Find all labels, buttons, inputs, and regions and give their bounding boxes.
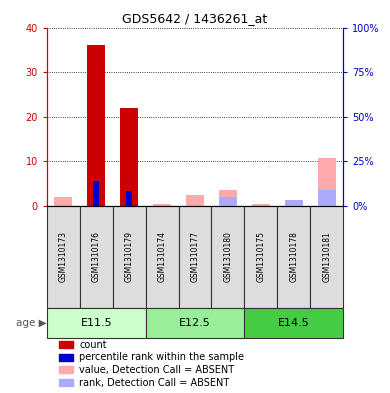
- Text: E11.5: E11.5: [80, 318, 112, 328]
- Text: percentile rank within the sample: percentile rank within the sample: [80, 352, 245, 362]
- Title: GDS5642 / 1436261_at: GDS5642 / 1436261_at: [122, 12, 268, 25]
- Bar: [277, 206, 310, 308]
- Bar: [58, 379, 73, 386]
- Text: GSM1310181: GSM1310181: [322, 231, 331, 282]
- Bar: [285, 200, 303, 206]
- Bar: [87, 45, 105, 206]
- Text: GSM1310175: GSM1310175: [256, 231, 265, 282]
- Bar: [153, 204, 171, 206]
- Text: age ▶: age ▶: [16, 318, 47, 328]
- Text: GSM1310179: GSM1310179: [125, 231, 134, 282]
- Bar: [186, 195, 204, 206]
- Text: GSM1310180: GSM1310180: [223, 231, 232, 282]
- Bar: [211, 206, 245, 308]
- Bar: [54, 197, 72, 206]
- Bar: [245, 206, 277, 308]
- Text: E12.5: E12.5: [179, 318, 211, 328]
- Bar: [145, 308, 245, 338]
- Text: E14.5: E14.5: [278, 318, 310, 328]
- Bar: [113, 206, 145, 308]
- Bar: [219, 190, 237, 206]
- Bar: [126, 191, 132, 206]
- Text: GSM1310174: GSM1310174: [158, 231, 167, 282]
- Bar: [245, 308, 343, 338]
- Bar: [80, 206, 113, 308]
- Text: GSM1310177: GSM1310177: [190, 231, 200, 282]
- Bar: [219, 197, 237, 206]
- Bar: [179, 206, 211, 308]
- Bar: [58, 341, 73, 348]
- Bar: [318, 158, 336, 206]
- Text: count: count: [80, 340, 107, 349]
- Text: GSM1310176: GSM1310176: [92, 231, 101, 282]
- Text: rank, Detection Call = ABSENT: rank, Detection Call = ABSENT: [80, 378, 230, 388]
- Bar: [285, 200, 303, 206]
- Bar: [93, 181, 99, 206]
- Bar: [120, 108, 138, 206]
- Bar: [145, 206, 179, 308]
- Text: GSM1310178: GSM1310178: [289, 231, 298, 282]
- Bar: [310, 206, 343, 308]
- Bar: [58, 354, 73, 361]
- Bar: [47, 308, 145, 338]
- Bar: [318, 190, 336, 206]
- Bar: [58, 367, 73, 373]
- Bar: [252, 204, 270, 206]
- Text: GSM1310173: GSM1310173: [59, 231, 68, 282]
- Bar: [47, 206, 80, 308]
- Text: value, Detection Call = ABSENT: value, Detection Call = ABSENT: [80, 365, 234, 375]
